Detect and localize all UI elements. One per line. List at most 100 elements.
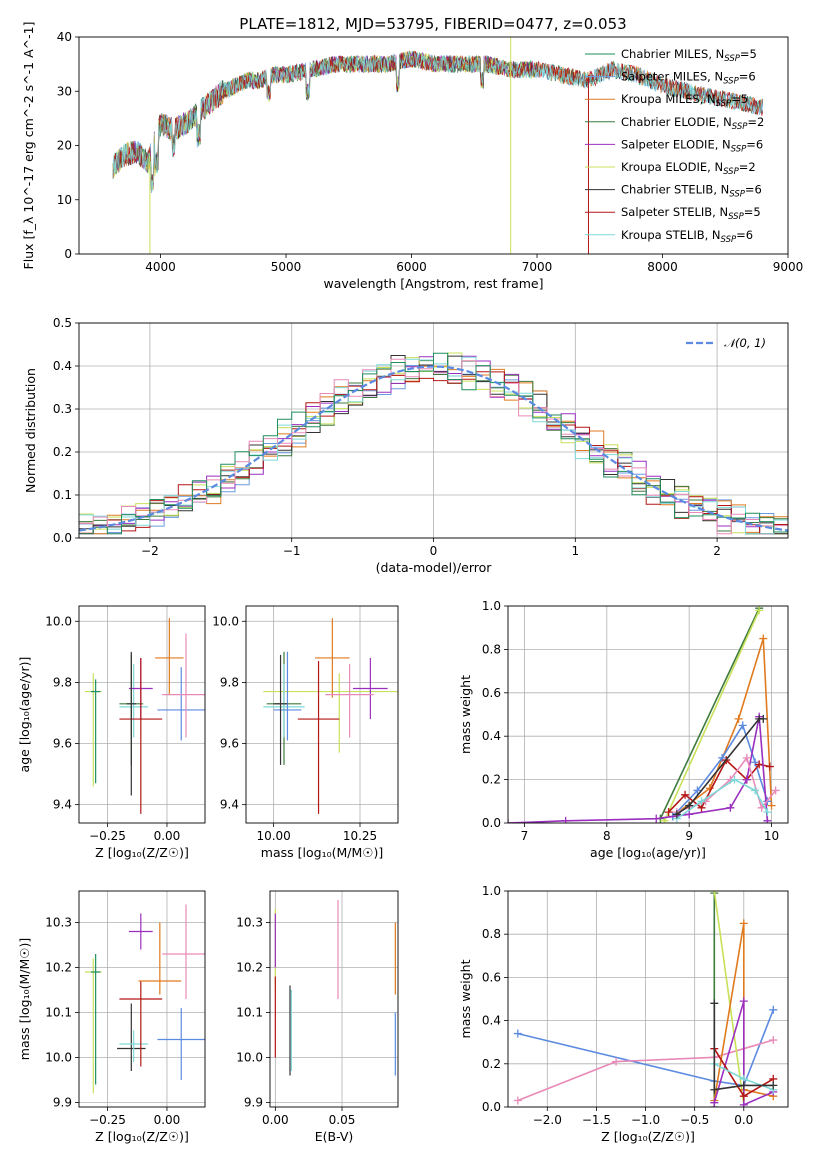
- data-point: [119, 664, 148, 738]
- weight-marker: [685, 801, 694, 810]
- legend-label: 𝒩(0, 1): [724, 336, 766, 350]
- y-tick-label: 0.6: [482, 970, 501, 984]
- figure-title: PLATE=1812, MJD=53795, FIBERID=0477, z=0…: [239, 15, 626, 33]
- x-tick-label: −2.0: [533, 1113, 562, 1127]
- legend-subscript: SSP: [716, 99, 732, 109]
- weight-marker: [652, 814, 661, 823]
- x-tick-label: 9000: [773, 260, 804, 274]
- y-tick-label: 0.0: [482, 816, 501, 830]
- legend-suffix: =6: [736, 228, 753, 242]
- data-point: [128, 913, 153, 950]
- y-tick-label: 0: [64, 247, 72, 261]
- x-tick-label: 7: [521, 829, 529, 843]
- age-mass-panel: 10.00 10.25 9.4 9.6 9.8 10.0 mass [log₁₀(M/M☉)…: [212, 605, 399, 860]
- y-tick-label: 9.4: [220, 798, 239, 812]
- legend-text: Kroupa MILES, N: [621, 92, 716, 106]
- axes-frame: [507, 605, 789, 824]
- x-tick-label: 7000: [522, 260, 553, 274]
- y-axis-label: Flux [f_λ 10^-17 erg cm^-2 s^-1 A^-1]: [21, 22, 36, 270]
- mass-Z-panel: −0.25 0.00 9.9 10.0 10.1 10.2 10.3 Z [log₁₀(Z/Z…: [17, 890, 206, 1144]
- y-tick-label: 0.8: [482, 927, 501, 941]
- y-tick-label: 10.3: [45, 916, 72, 930]
- legend-subscript: SSP: [721, 235, 737, 245]
- weight-marker: [755, 760, 764, 769]
- weight-marker: [730, 775, 739, 784]
- axes-frame: [78, 36, 789, 255]
- mass-Z-plot-area: [84, 904, 205, 1094]
- x-tick-label: 8: [603, 829, 611, 843]
- legend-suffix: =2: [739, 160, 756, 174]
- weight-marker: [710, 999, 719, 1008]
- y-tick-label: 10.1: [236, 1006, 263, 1020]
- legend-subscript: SSP: [731, 144, 747, 154]
- age-mass-plot-area: [263, 618, 398, 814]
- y-tick-label: 9.8: [220, 675, 239, 689]
- axes-frame: [269, 890, 399, 1108]
- x-tick-label: 0.00: [262, 1113, 289, 1127]
- data-point: [119, 981, 163, 1067]
- weight-Z-plot-area: [513, 891, 778, 1107]
- weight-line: [659, 607, 760, 820]
- x-axis-label: E(B-V): [315, 1129, 354, 1144]
- x-tick-label: −1: [283, 544, 301, 558]
- x-tick-label: −0.25: [89, 829, 126, 843]
- weight-line: [663, 609, 760, 822]
- y-axis-label: age [log₁₀(age/yr)]: [17, 657, 32, 773]
- y-tick-label: 0.2: [482, 773, 501, 787]
- weight-line: [713, 1000, 774, 1107]
- y-tick-label: 0.0: [482, 1100, 501, 1114]
- legend: 𝒩(0, 1): [686, 336, 766, 350]
- x-tick-label: 6000: [396, 260, 427, 274]
- weight-marker: [664, 808, 673, 817]
- weight-marker: [710, 891, 719, 895]
- y-tick-label: 9.8: [53, 675, 72, 689]
- weight-marker: [739, 919, 748, 928]
- y-axis-label: mass weight: [458, 675, 473, 754]
- legend-label: Kroupa MILES, NSSP=5: [621, 92, 748, 109]
- weight-marker: [739, 1081, 748, 1090]
- weight-marker: [738, 721, 747, 730]
- legend-label: Salpeter ELODIE, NSSP=6: [621, 137, 763, 154]
- legend-entry: Salpeter ELODIE, NSSP=6: [585, 137, 763, 154]
- data-point: [273, 654, 288, 765]
- y-axis-label: Normed distribution: [23, 368, 38, 493]
- y-tick-label: 10.0: [212, 614, 239, 628]
- weight-marker: [710, 1085, 719, 1094]
- y-tick-label: 10.0: [45, 1051, 72, 1065]
- y-tick-label: 0.3: [53, 402, 72, 416]
- weight-marker: [726, 803, 735, 812]
- y-tick-label: 30: [57, 84, 72, 98]
- y-axis-label: mass weight: [458, 959, 473, 1038]
- data-point: [138, 922, 182, 995]
- data-point: [157, 667, 205, 741]
- data-point: [119, 1030, 148, 1062]
- y-tick-label: 0.4: [482, 729, 501, 743]
- data-point: [84, 673, 102, 787]
- mass-EBV-panel: 0.00 0.05 9.9 10.0 10.1 10.2 10.3 E(B-V): [236, 890, 399, 1144]
- axes-frame: [245, 605, 399, 824]
- y-tick-label: 9.6: [53, 737, 72, 751]
- y-tick-label: 10.0: [236, 1051, 263, 1065]
- x-tick-label: 5000: [271, 260, 302, 274]
- y-axis-label: mass [log₁₀(M/M☉)]: [17, 938, 32, 1060]
- weight-marker: [755, 606, 764, 615]
- x-tick-label: 0: [430, 544, 438, 558]
- legend-suffix: =6: [746, 137, 763, 151]
- data-point: [297, 661, 340, 814]
- weight-series: [508, 712, 772, 823]
- residuals-plot-area: [79, 352, 788, 535]
- weight-marker: [759, 714, 768, 723]
- legend-label: Salpeter MILES, NSSP=6: [621, 70, 756, 87]
- y-tick-label: 1.0: [482, 884, 501, 898]
- y-tick-label: 10.1: [45, 1006, 72, 1020]
- x-tick-label: 8000: [647, 260, 678, 274]
- legend-suffix: =5: [740, 47, 757, 61]
- weight-series: [672, 775, 772, 823]
- weight-series: [710, 891, 748, 1107]
- weight-marker: [765, 762, 774, 771]
- y-tick-label: 0.1: [53, 488, 72, 502]
- legend-text: Chabrier ELODIE, N: [621, 115, 732, 129]
- x-axis-label: wavelength [Angstrom, rest frame]: [323, 276, 543, 291]
- legend-subscript: SSP: [723, 167, 739, 177]
- legend-entry: Salpeter MILES, NSSP=6: [585, 70, 756, 87]
